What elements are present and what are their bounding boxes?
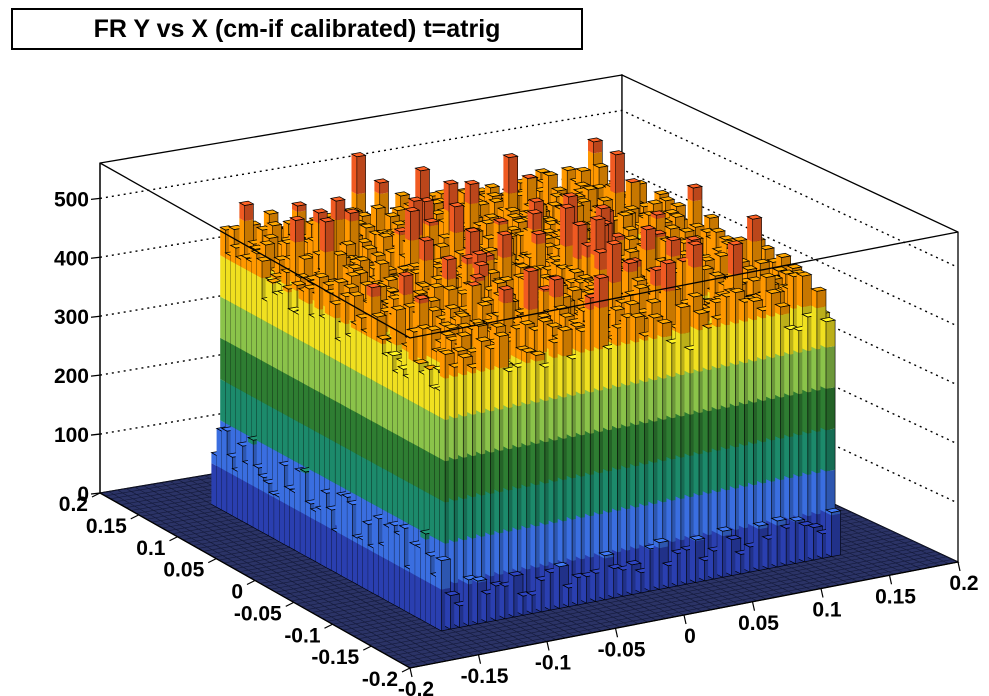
bar-face-left bbox=[220, 255, 226, 300]
bar-face-left bbox=[211, 463, 217, 508]
bar-face-left bbox=[225, 381, 231, 426]
floor-grid-line bbox=[373, 543, 919, 648]
bar-face-left bbox=[235, 387, 242, 432]
bar-face-left bbox=[251, 251, 257, 276]
bar-face-left bbox=[216, 465, 222, 510]
bar-face-front bbox=[593, 140, 603, 154]
bar-face-left bbox=[242, 480, 248, 525]
bar-face-left bbox=[241, 390, 247, 435]
bar-face-left bbox=[246, 352, 252, 397]
floor-grid-line bbox=[399, 556, 947, 663]
bar-face-left bbox=[351, 154, 357, 195]
bar-face-left bbox=[230, 261, 236, 306]
bar-face-left bbox=[246, 310, 252, 355]
bar-face-left bbox=[237, 443, 243, 481]
bar-face-front bbox=[379, 181, 389, 194]
bar-face-left bbox=[235, 263, 242, 308]
bar-face-left bbox=[230, 302, 236, 347]
bar-face-left bbox=[241, 266, 247, 311]
bar-face-left bbox=[235, 346, 242, 391]
bar-face-left bbox=[220, 337, 226, 382]
floor-grid-line bbox=[394, 553, 942, 660]
bar-face-left bbox=[251, 355, 257, 400]
bar-face-left bbox=[235, 305, 242, 350]
chart-title-box: FR Y vs X (cm-if calibrated) t=atrig bbox=[11, 8, 583, 50]
gridline-z bbox=[99, 109, 959, 269]
bar-face-left bbox=[251, 313, 257, 358]
bar-face-left bbox=[220, 227, 226, 259]
bar-face-left bbox=[241, 349, 247, 394]
histogram-bars bbox=[210, 137, 842, 632]
bar-face-left bbox=[216, 428, 222, 469]
bar-face-left bbox=[246, 269, 252, 314]
bar-face-left bbox=[221, 428, 228, 472]
bar-face-left bbox=[237, 477, 243, 522]
bar-face-left bbox=[241, 308, 247, 353]
bar-face-left bbox=[230, 384, 236, 429]
floor-grid-line bbox=[384, 548, 931, 654]
bar-face-left bbox=[251, 396, 257, 441]
floor-grid-line bbox=[378, 546, 925, 651]
bar-face-front bbox=[244, 204, 254, 222]
floor-grid-line bbox=[389, 551, 936, 657]
chart-title: FR Y vs X (cm-if calibrated) t=atrig bbox=[94, 15, 501, 44]
bar-face-front bbox=[356, 155, 366, 195]
bar-face-left bbox=[330, 198, 336, 221]
bar-face-left bbox=[211, 452, 217, 466]
bar-face-left bbox=[246, 393, 252, 438]
bar-face-left bbox=[230, 343, 236, 388]
bar-face-left bbox=[225, 258, 231, 303]
bar-face-left bbox=[225, 340, 231, 385]
bar-face-left bbox=[225, 299, 231, 344]
bar-face-left bbox=[232, 474, 238, 519]
bar-face-left bbox=[227, 454, 233, 475]
bar-face-left bbox=[220, 379, 226, 424]
floor-grid-line bbox=[404, 559, 953, 666]
bar-face-left bbox=[221, 468, 228, 513]
bar-face-left bbox=[220, 296, 226, 341]
bar-face-left bbox=[230, 245, 236, 264]
bar-face-front bbox=[336, 199, 345, 221]
bar-face-left bbox=[251, 272, 257, 317]
bar-face-left bbox=[227, 471, 233, 516]
bar-face-left bbox=[242, 461, 248, 484]
